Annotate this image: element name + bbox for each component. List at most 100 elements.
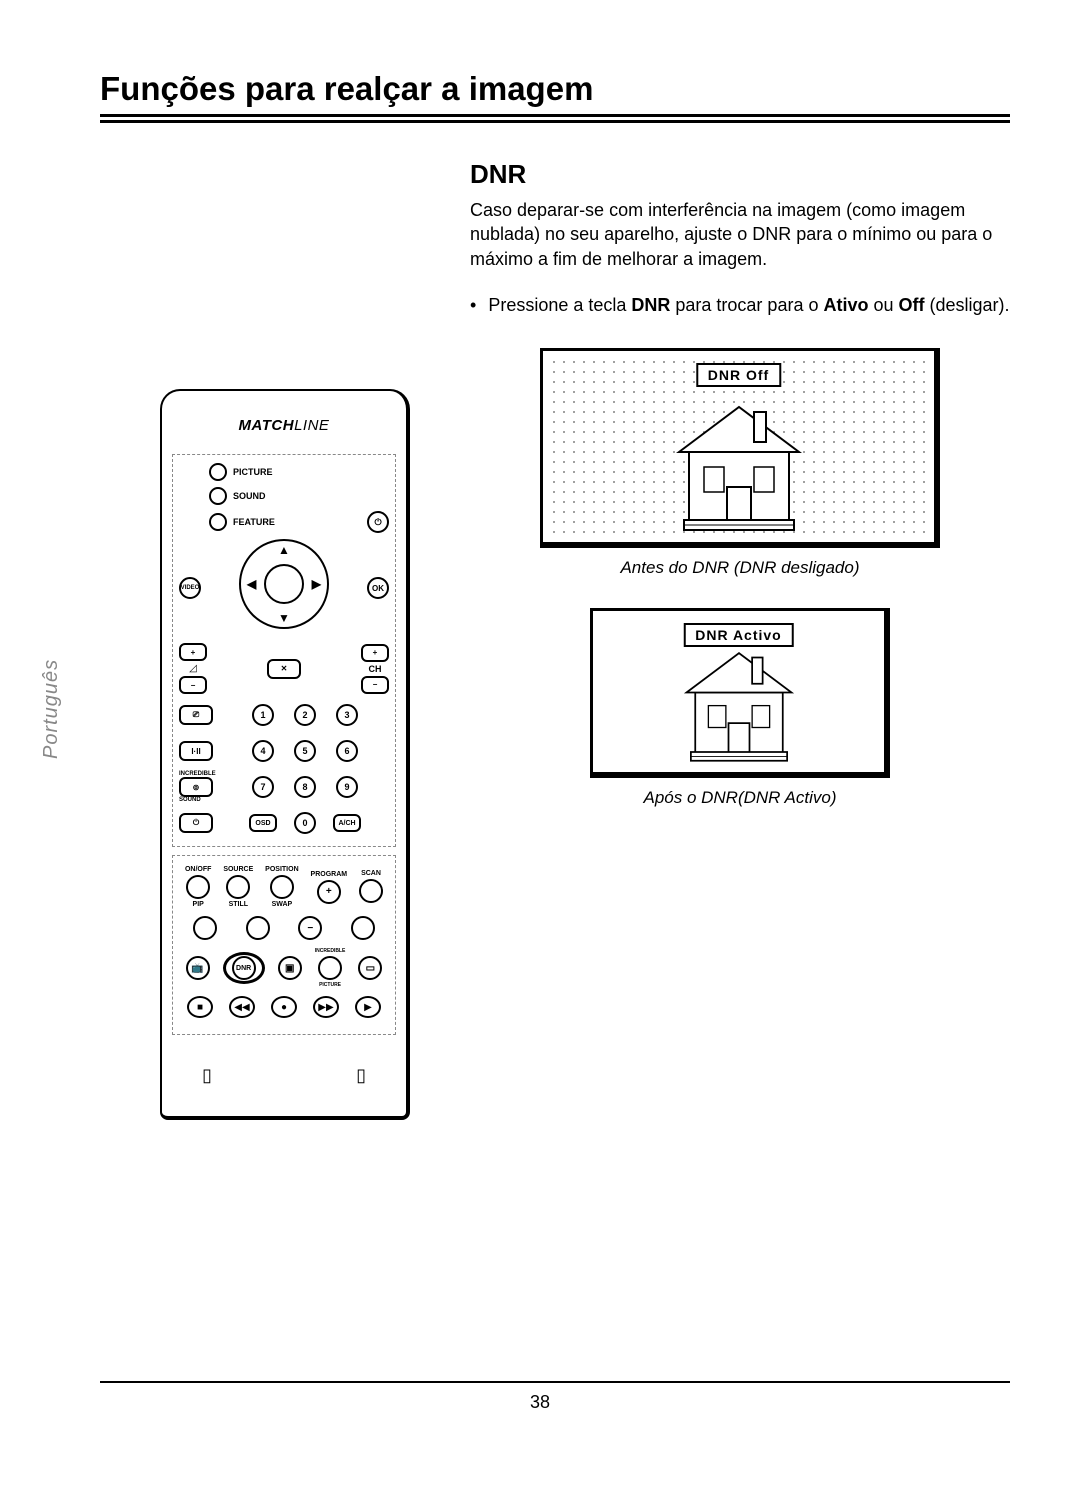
house-icon — [659, 392, 819, 532]
ch-label: CH — [369, 664, 382, 674]
sound-button[interactable] — [209, 487, 227, 505]
remote-lower-panel: ON/OFFPIP SOURCESTILL POSITIONSWAP PROGR… — [172, 855, 396, 1035]
sound-small-label: SOUND — [179, 797, 216, 803]
i-ii-button[interactable]: I·II — [179, 741, 213, 761]
brand-line: LINE — [294, 417, 329, 434]
remote-feet: ▯ ▯ — [172, 1035, 396, 1086]
vol-down-button[interactable]: − — [179, 676, 207, 694]
zoom-button[interactable]: ▣ — [278, 956, 302, 980]
pip-scan-button[interactable] — [359, 879, 383, 903]
number-pad: ⎚ 1 2 3 I·II 4 5 6 INCREDIBLE ⊚ SOUND — [179, 700, 389, 838]
stop-button[interactable]: ■ — [187, 996, 213, 1018]
sound-label: SOUND — [233, 491, 266, 501]
bullet-text-post: (desligar). — [925, 295, 1010, 315]
still-label: STILL — [229, 901, 248, 908]
prog-minus-button[interactable]: − — [298, 916, 322, 940]
remote-foot-left: ▯ — [202, 1065, 212, 1086]
instruction-bullet: • Pressione a tecla DNR para trocar para… — [470, 293, 1010, 318]
remote-upper-panel: PICTURE SOUND FEATURE ⏻ VIDEO — [172, 454, 396, 847]
footer-rule — [100, 1381, 1010, 1383]
scan-label: SCAN — [361, 870, 381, 877]
num-0-button[interactable]: 0 — [294, 812, 316, 834]
onoff-label: ON/OFF — [185, 866, 211, 873]
num-6-button[interactable]: 6 — [336, 740, 358, 762]
osd-before: DNR Off — [696, 363, 781, 387]
video-button[interactable]: VIDEO — [179, 577, 201, 599]
side-language-label: Português — [40, 659, 63, 759]
osd-button[interactable]: OSD — [249, 814, 277, 832]
remote-foot-right: ▯ — [356, 1065, 366, 1086]
pip-onoff-button[interactable] — [186, 875, 210, 899]
remote-control-figure: MATCHLINE PICTURE SOUND FEATURE — [160, 389, 410, 1120]
page-number: 38 — [0, 1392, 1080, 1413]
bullet-key: DNR — [631, 295, 670, 315]
tv-screen-after: DNR Activo — [590, 608, 890, 778]
pip-swap-button[interactable] — [246, 916, 270, 940]
num-3-button[interactable]: 3 — [336, 704, 358, 726]
fast-forward-button[interactable]: ▶▶ — [313, 996, 339, 1018]
bullet-text-pre: Pressione a tecla — [488, 295, 631, 315]
feature-label: FEATURE — [233, 517, 275, 527]
ok-button[interactable]: OK — [367, 577, 389, 599]
bullet-text-mid: para trocar para o — [670, 295, 823, 315]
section-heading: DNR — [470, 159, 1010, 190]
timer-button[interactable]: ⏻ — [179, 813, 213, 833]
picture-label: PICTURE — [233, 467, 273, 477]
rule-top — [100, 114, 1010, 117]
num-8-button[interactable]: 8 — [294, 776, 316, 798]
bullet-dot-icon: • — [470, 293, 476, 318]
rule-bottom — [100, 120, 1010, 123]
feature-button[interactable] — [209, 513, 227, 531]
nav-down-icon: ▼ — [278, 611, 290, 625]
picture-button[interactable] — [209, 463, 227, 481]
bullet-b1: Ativo — [823, 295, 868, 315]
num-4-button[interactable]: 4 — [252, 740, 274, 762]
rewind-button[interactable]: ◀◀ — [229, 996, 255, 1018]
num-9-button[interactable]: 9 — [336, 776, 358, 798]
nav-up-icon: ▲ — [278, 543, 290, 557]
nav-dpad[interactable]: ▲ ▼ ◀ ▶ — [239, 539, 329, 629]
vol-icon: ◿ — [189, 663, 197, 674]
remote-brand: MATCHLINE — [172, 417, 396, 434]
prog-plus-button[interactable]: + — [317, 880, 341, 904]
bullet-b2: Off — [899, 295, 925, 315]
nav-left-icon: ◀ — [247, 577, 256, 591]
record-button[interactable]: ● — [271, 996, 297, 1018]
pip-ccd-button[interactable] — [351, 916, 375, 940]
pip-still-button[interactable] — [193, 916, 217, 940]
pip-position-button[interactable] — [270, 875, 294, 899]
cc-button[interactable]: ⎚ — [179, 705, 213, 725]
vol-up-button[interactable]: + — [179, 643, 207, 661]
teletext-button[interactable]: 📺 — [186, 956, 210, 980]
mute-button[interactable]: ✕ — [267, 659, 301, 679]
incredible-button[interactable]: ⊚ — [179, 777, 213, 797]
ch-down-button[interactable]: − — [361, 676, 389, 694]
num-5-button[interactable]: 5 — [294, 740, 316, 762]
house-icon — [669, 640, 809, 763]
num-1-button[interactable]: 1 — [252, 704, 274, 726]
incredible-sm-label: INCREDIBLE — [315, 948, 346, 954]
source-label: SOURCE — [223, 866, 253, 873]
program-label: PROGRAM — [311, 871, 348, 878]
pip-source-button[interactable] — [226, 875, 250, 899]
nav-right-icon: ▶ — [312, 577, 321, 591]
tv-screen-before: DNR Off — [540, 348, 940, 548]
figure-before: DNR Off Antes do DNR (DNR desligado) — [540, 348, 940, 578]
figure-after: DNR Activo Após o DNR(DNR Activo) — [590, 608, 890, 808]
ach-button[interactable]: A/CH — [333, 814, 361, 832]
vcr-controls: ■ ◀◀ ● ▶▶ ▶ — [179, 996, 389, 1018]
picture-sm-label: PICTURE — [319, 982, 341, 988]
caption-after: Após o DNR(DNR Activo) — [590, 788, 890, 808]
play-button[interactable]: ▶ — [355, 996, 381, 1018]
incredible-sm-button[interactable] — [318, 956, 342, 980]
num-2-button[interactable]: 2 — [294, 704, 316, 726]
bullet-or: ou — [868, 295, 898, 315]
aspect-button[interactable]: ▭ — [358, 956, 382, 980]
num-7-button[interactable]: 7 — [252, 776, 274, 798]
dnr-button[interactable]: DNR — [232, 956, 256, 980]
pip-label: PIP — [193, 901, 204, 908]
power-button[interactable]: ⏻ — [367, 511, 389, 533]
caption-before: Antes do DNR (DNR desligado) — [540, 558, 940, 578]
ch-up-button[interactable]: + — [361, 644, 389, 662]
brand-match: MATCH — [239, 417, 295, 434]
